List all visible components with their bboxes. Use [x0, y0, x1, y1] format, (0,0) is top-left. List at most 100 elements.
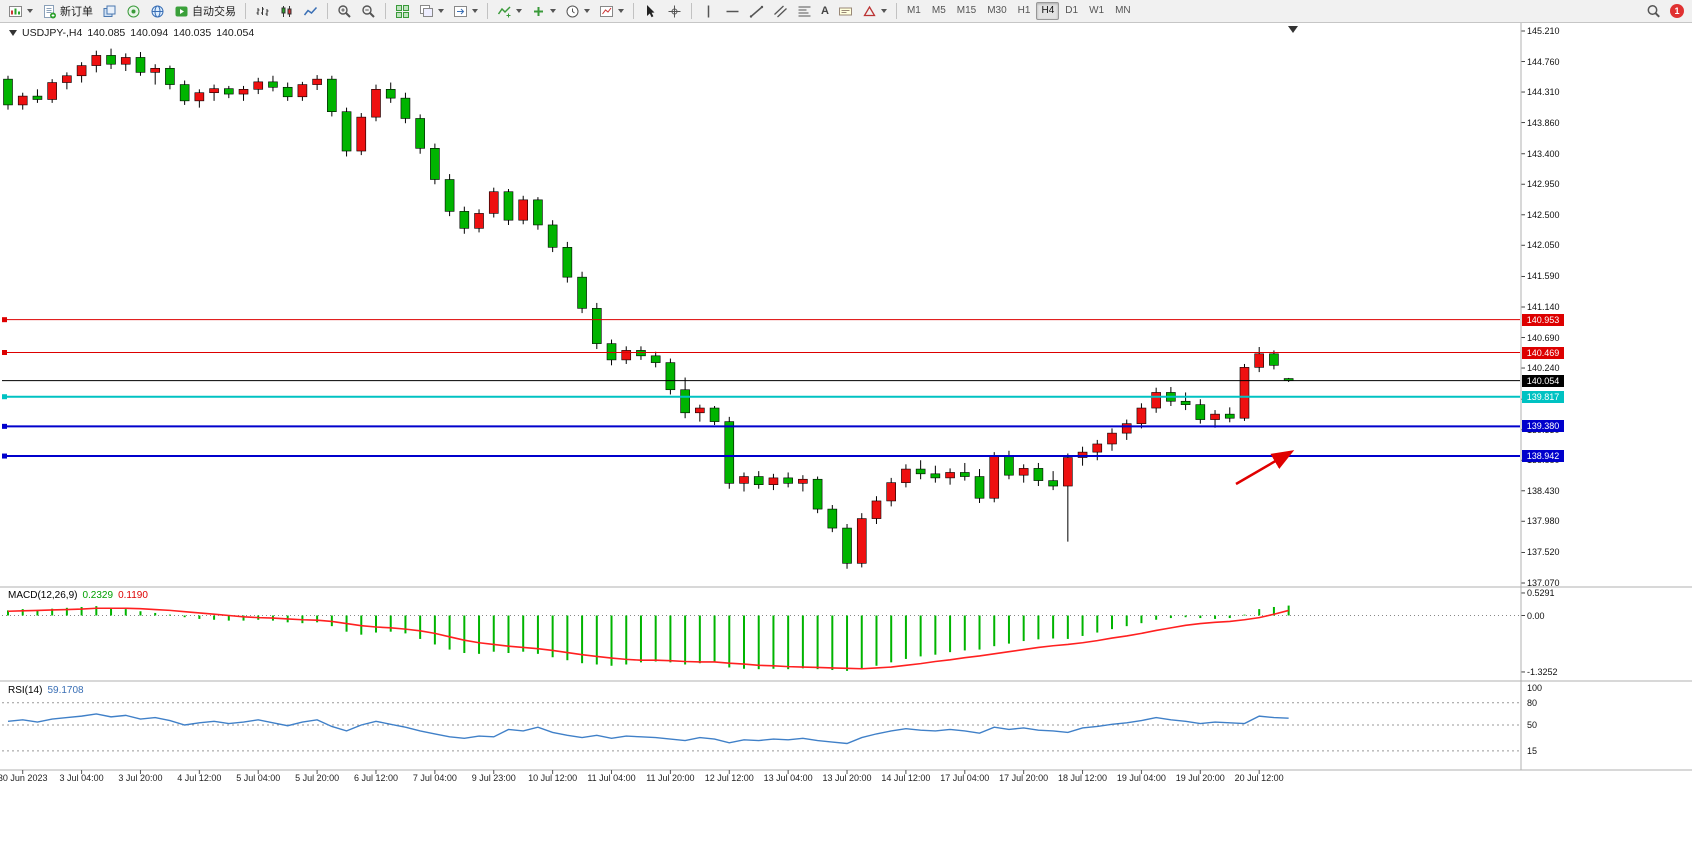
candle	[1063, 457, 1073, 487]
timeframe-button-m30[interactable]: M30	[987, 5, 1007, 16]
indicators-button[interactable]	[493, 0, 526, 22]
candle	[621, 350, 632, 361]
shapes-button[interactable]	[858, 0, 891, 22]
trendline-button[interactable]	[745, 0, 768, 22]
period-button[interactable]	[561, 0, 594, 22]
high-value: 140.094	[130, 27, 169, 39]
timeframe-button-m1[interactable]: M1	[906, 5, 921, 16]
price-tag: 139.380	[1522, 420, 1564, 433]
fibonacci-button[interactable]	[793, 0, 816, 22]
rsi-scale-label: 100	[1527, 683, 1543, 693]
horizontal-line-button[interactable]	[721, 0, 744, 22]
candle	[1092, 443, 1103, 453]
new-order-button[interactable]: 新订单	[38, 0, 97, 22]
macd-name: MACD(12,26,9)	[8, 590, 78, 601]
chevron-down-icon	[550, 9, 556, 13]
candle	[753, 476, 764, 485]
chevron-down-icon	[472, 9, 478, 13]
trendline-icon	[749, 5, 764, 18]
line-chart-button[interactable]	[299, 0, 322, 22]
timeframe-button-w1[interactable]: W1	[1089, 5, 1105, 16]
chevron-down-icon	[516, 9, 522, 13]
candle	[253, 81, 264, 90]
macd-scale-label: -1.3252	[1527, 666, 1558, 677]
candle	[842, 527, 852, 564]
candle	[120, 57, 131, 65]
cursor-button[interactable]	[639, 0, 662, 22]
zoom-out-button[interactable]	[357, 0, 380, 22]
notification-button[interactable]: 1	[1666, 0, 1688, 22]
chart-shift-end-marker[interactable]	[1288, 26, 1298, 33]
price-tick-label: 137.070	[1527, 578, 1560, 588]
toolbar-separator	[487, 3, 488, 19]
rsi-scale-label: 50	[1527, 720, 1538, 730]
vertical-line-button[interactable]	[697, 0, 720, 22]
time-label: 9 Jul 23:00	[471, 773, 516, 783]
bar-chart-button[interactable]	[251, 0, 274, 22]
time-label: 7 Jul 04:00	[412, 773, 457, 783]
signals-button[interactable]	[122, 0, 145, 22]
candle	[297, 84, 308, 98]
new-chart-button[interactable]	[4, 0, 37, 22]
candle	[430, 148, 440, 180]
crosshair-button[interactable]	[663, 0, 686, 22]
candle	[695, 407, 705, 414]
cascade-windows-button[interactable]	[415, 0, 448, 22]
line-handle[interactable]	[2, 453, 7, 459]
rsi-line	[7, 713, 1289, 745]
candlestick-button[interactable]	[275, 0, 298, 22]
timeframe-button-d1[interactable]: D1	[1065, 5, 1079, 16]
price-tick-label: 143.860	[1527, 117, 1560, 128]
candle	[945, 472, 955, 479]
open-value: 140.085	[87, 27, 126, 39]
zoom-in-icon	[338, 4, 351, 18]
line-handle[interactable]	[2, 350, 7, 356]
candle	[1151, 392, 1161, 409]
timeframe-button-m5[interactable]: M5	[931, 5, 946, 16]
rsi-value: 59.1708	[47, 685, 84, 696]
autotrading-button[interactable]: 自动交易	[170, 0, 240, 22]
channel-button[interactable]	[769, 0, 792, 22]
time-axis[interactable]	[0, 770, 1520, 788]
timeframe-button-h4[interactable]: H4	[1036, 2, 1060, 20]
candle	[150, 67, 160, 73]
candle	[385, 89, 396, 99]
line-handle[interactable]	[2, 317, 7, 323]
time-label: 4 Jul 12:00	[177, 773, 222, 783]
line-handle[interactable]	[2, 423, 7, 429]
one-click-trading-toggle-icon[interactable]	[9, 30, 17, 36]
candle	[194, 92, 205, 102]
text-button[interactable]: A	[817, 0, 833, 22]
price-tick-label: 141.140	[1527, 302, 1560, 312]
candle	[474, 213, 484, 229]
profiles-button[interactable]	[98, 0, 121, 22]
candle	[282, 86, 293, 98]
time-label: 13 Jul 20:00	[822, 773, 872, 783]
time-label: 30 Jun 2023	[0, 773, 48, 783]
timeframe-button-mn[interactable]: MN	[1115, 5, 1131, 16]
text-label-button[interactable]	[834, 0, 857, 22]
chart-shift-button[interactable]	[449, 0, 482, 22]
ohlc-info: USDJPY-,H4 140.085 140.094 140.035 140.0…	[9, 27, 254, 39]
line-handle[interactable]	[2, 394, 7, 400]
add-object-button[interactable]	[527, 0, 560, 22]
shapes-icon	[863, 5, 876, 16]
candle	[356, 116, 367, 152]
new-order-icon	[44, 4, 56, 18]
candle	[665, 362, 676, 391]
time-label: 10 Jul 12:00	[528, 773, 578, 783]
new-order-label: 新订单	[60, 6, 93, 18]
template-button[interactable]	[595, 0, 628, 22]
community-button[interactable]	[146, 0, 169, 22]
timeframe-button-m15[interactable]: M15	[956, 5, 977, 16]
timeframe-button-h1[interactable]: H1	[1017, 5, 1031, 16]
candle	[3, 78, 13, 106]
tile-windows-button[interactable]	[391, 0, 414, 22]
chevron-down-icon	[27, 9, 33, 13]
candle	[488, 191, 499, 214]
arrow-annotation[interactable]	[1235, 450, 1295, 486]
candle	[1048, 480, 1058, 487]
search-button[interactable]	[1642, 0, 1665, 22]
zoom-in-button[interactable]	[333, 0, 356, 22]
